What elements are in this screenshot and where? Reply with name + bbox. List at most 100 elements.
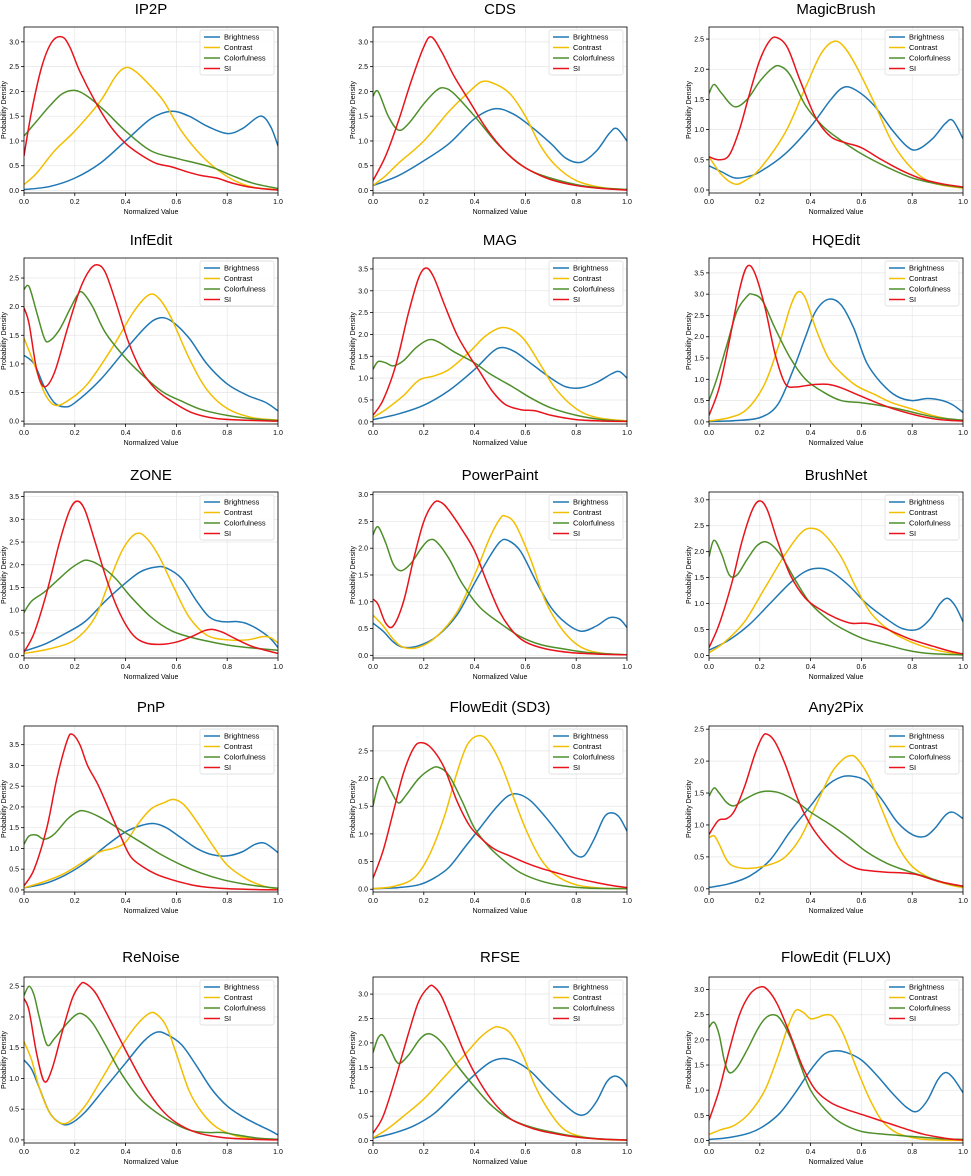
chart-flowedit-flux: FlowEdit (FLUX) 0.0 0.2 0.4 0.6 0.8 1.0 0.0 0.5 1… (686, 949, 968, 1166)
legend-box (199, 29, 275, 76)
y-tick-label: 2.0 (358, 546, 368, 553)
chart-title: RFSE (480, 949, 520, 966)
y-tick-label: 0.0 (9, 887, 19, 894)
x-tick-label: 0.2 (755, 430, 765, 437)
y-axis-label: Probability Density (1, 81, 8, 139)
legend-label-contrast: Contrast (224, 742, 253, 751)
legend-label-contrast: Contrast (573, 508, 602, 517)
x-tick-label: 0.6 (172, 1149, 182, 1156)
y-tick-label: 2.0 (694, 67, 704, 74)
y-tick-label: 2.5 (358, 748, 368, 755)
legend-box (884, 260, 960, 307)
x-tick-label: 0.4 (470, 430, 480, 437)
x-tick-label: 0.2 (70, 430, 80, 437)
legend-label-contrast: Contrast (573, 993, 602, 1002)
legend-label-brightness: Brightness (909, 983, 945, 992)
series-line-si (373, 267, 627, 423)
x-tick-label: 0.6 (521, 898, 531, 905)
series-line-si (709, 733, 963, 887)
chart-infedit: InfEdit 0.0 0.2 0.4 0.6 0.8 1.0 0.0 0.5 1.0 1.5 2.0… (1, 232, 283, 447)
x-tick-label: 0.6 (857, 1149, 867, 1156)
y-tick-label: 2.5 (9, 540, 19, 547)
x-tick-label: 1.0 (622, 199, 632, 206)
x-tick-label: 0.6 (172, 430, 182, 437)
y-tick-label: 2.5 (9, 276, 19, 283)
legend-label-colorfulness: Colorfulness (224, 753, 266, 762)
x-tick-label: 0.4 (806, 430, 816, 437)
series-line-contrast (373, 326, 627, 422)
legend-label-contrast: Contrast (909, 993, 938, 1002)
legend-label-si: SI (909, 529, 916, 538)
legend-label-colorfulness: Colorfulness (573, 753, 615, 762)
y-tick-label: 0.0 (358, 1138, 368, 1145)
series-group (709, 36, 963, 189)
legend-label-si: SI (909, 763, 916, 772)
legend-box (199, 494, 275, 541)
chart-title: HQEdit (812, 232, 861, 249)
y-tick-label: 2.5 (9, 984, 19, 991)
legend-box (548, 728, 624, 775)
y-tick-label: 3.0 (9, 517, 19, 524)
x-tick-label: 1.0 (622, 1149, 632, 1156)
legend-label-contrast: Contrast (224, 993, 253, 1002)
x-tick-label: 0.2 (755, 664, 765, 671)
y-tick-label: 0.5 (694, 398, 704, 405)
x-tick-label: 0.8 (907, 430, 917, 437)
x-tick-label: 0.6 (521, 199, 531, 206)
series-line-colorfulness (24, 89, 278, 190)
legend-label-si: SI (224, 295, 231, 304)
series-line-contrast (373, 514, 627, 656)
x-tick-label: 0.6 (172, 898, 182, 905)
x-tick-label: 0.0 (368, 898, 378, 905)
plot-frame (372, 26, 628, 194)
y-tick-label: 1.5 (9, 114, 19, 121)
legend-label-si: SI (224, 1014, 231, 1023)
x-tick-label: 0.6 (857, 664, 867, 671)
x-tick-label: 0.4 (470, 898, 480, 905)
y-tick-label: 0.0 (9, 1137, 19, 1144)
y-tick-label: 2.0 (9, 89, 19, 96)
y-tick-label: 0.5 (9, 867, 19, 874)
x-tick-label: 0.8 (907, 898, 917, 905)
series-line-colorfulness (24, 284, 278, 422)
y-tick-label: 2.0 (358, 89, 368, 96)
chart-ip2p: IP2P 0.0 0.2 0.4 0.6 0.8 1.0 0.0 0.5 1.0 1.5 2.0 2.5… (1, 1, 283, 216)
x-tick-label: 0.4 (121, 664, 131, 671)
y-tick-label: 3.0 (358, 492, 368, 499)
y-tick-label: 1.5 (694, 97, 704, 104)
y-axis-label: Probability Density (686, 780, 693, 838)
series-line-colorfulness (373, 525, 627, 656)
legend-label-si: SI (909, 64, 916, 73)
chart-hqedit: HQEdit 0.0 0.2 0.4 0.6 0.8 1.0 0.0 0.5 1.0 1.5 2.0 2… (686, 232, 968, 447)
y-axis-label: Probability Density (686, 312, 693, 370)
y-tick-label: 3.0 (694, 292, 704, 299)
y-tick-label: 2.5 (358, 310, 368, 317)
series-line-colorfulness (709, 1013, 963, 1141)
x-tick-label: 0.0 (19, 1149, 29, 1156)
x-tick-label: 0.0 (19, 664, 29, 671)
y-axis-label: Probability Density (1, 546, 8, 604)
y-tick-label: 3.0 (358, 992, 368, 999)
x-axis-label: Normalized Value (124, 908, 179, 915)
legend-box (199, 728, 275, 775)
legend-label-si: SI (573, 1014, 580, 1023)
x-tick-label: 1.0 (273, 898, 283, 905)
x-tick-label: 0.0 (19, 898, 29, 905)
x-axis-label: Normalized Value (809, 908, 864, 915)
legend-box (548, 979, 624, 1026)
legend-box (884, 728, 960, 775)
legend-label-brightness: Brightness (573, 33, 609, 42)
y-tick-label: 1.0 (694, 1088, 704, 1095)
x-tick-label: 0.0 (704, 1149, 714, 1156)
legend-box (548, 494, 624, 541)
y-tick-label: 0.5 (358, 1114, 368, 1121)
series-line-contrast (373, 734, 627, 890)
series-line-contrast (24, 1011, 278, 1141)
x-tick-label: 0.8 (222, 1149, 232, 1156)
y-tick-label: 3.0 (358, 288, 368, 295)
